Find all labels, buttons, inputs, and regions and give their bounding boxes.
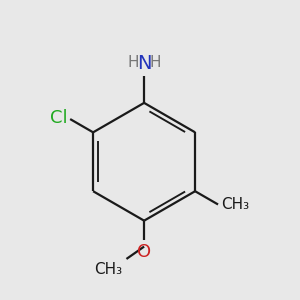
Text: H: H [127,55,139,70]
Text: CH₃: CH₃ [94,262,122,277]
Text: O: O [137,243,151,261]
Text: N: N [137,54,152,73]
Text: CH₃: CH₃ [221,197,249,212]
Text: Cl: Cl [50,109,67,127]
Text: H: H [150,55,161,70]
